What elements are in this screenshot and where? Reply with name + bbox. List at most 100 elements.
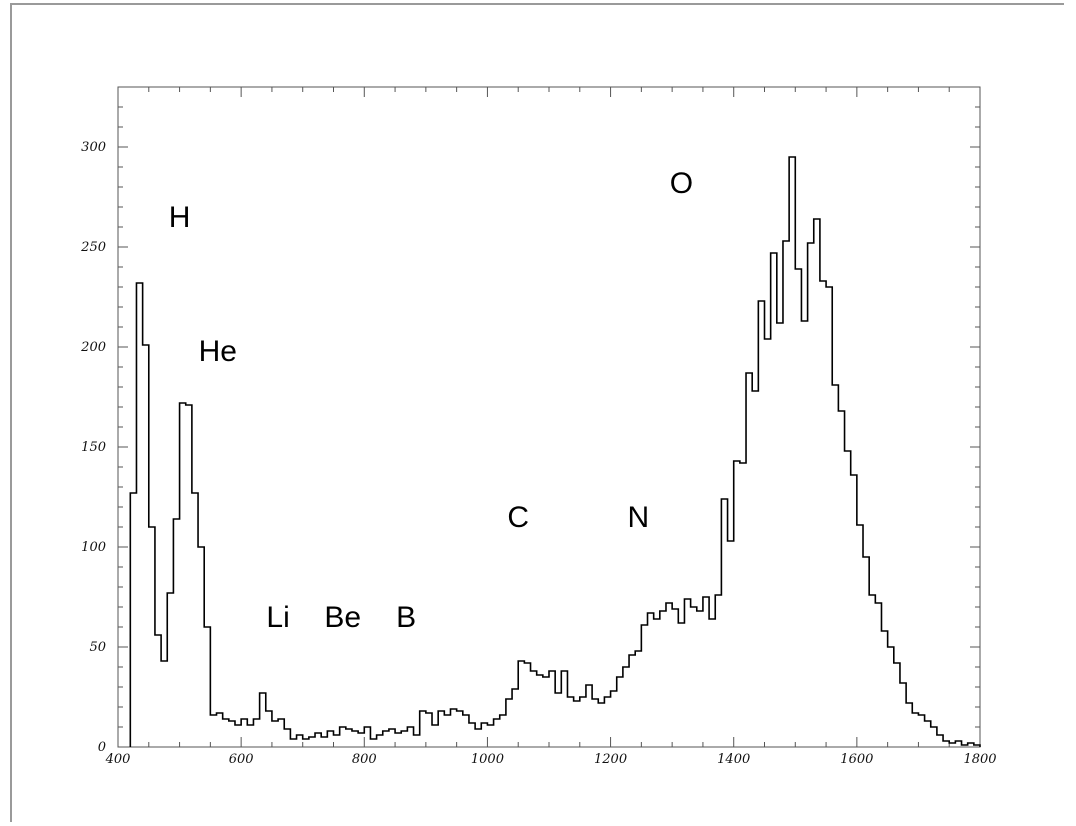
histogram-bin bbox=[580, 697, 586, 747]
histogram-bin bbox=[155, 635, 161, 747]
histogram-bin bbox=[906, 703, 912, 747]
histogram-bin bbox=[629, 655, 635, 747]
x-tick-label: 1000 bbox=[471, 752, 504, 767]
histogram-bin bbox=[857, 525, 863, 747]
y-tick-label: 200 bbox=[80, 340, 106, 355]
histogram-bin bbox=[327, 731, 333, 747]
histogram-bin bbox=[789, 157, 795, 747]
histogram-bin bbox=[900, 683, 906, 747]
histogram-bin bbox=[894, 663, 900, 747]
histogram-bin bbox=[617, 677, 623, 747]
histogram-bin bbox=[377, 735, 383, 747]
x-tick-label: 400 bbox=[105, 752, 131, 767]
histogram-bin bbox=[888, 647, 894, 747]
histogram-bin bbox=[537, 675, 543, 747]
histogram-bin bbox=[808, 243, 814, 747]
histogram-line bbox=[129, 156, 981, 747]
histogram-bin bbox=[931, 727, 937, 747]
histogram-bin bbox=[611, 691, 617, 747]
y-tick-label: 50 bbox=[89, 640, 106, 655]
histogram-bin bbox=[740, 463, 746, 747]
histogram-bin bbox=[851, 475, 857, 747]
histogram-bin bbox=[303, 739, 309, 747]
histogram-bin bbox=[383, 731, 389, 747]
histogram-bin bbox=[765, 339, 771, 747]
histogram-bin bbox=[457, 711, 463, 747]
x-tick-label: 1200 bbox=[594, 752, 627, 767]
histogram-bin bbox=[253, 719, 259, 747]
element-label: H bbox=[169, 201, 191, 234]
histogram-bin bbox=[450, 709, 456, 747]
histogram-bin bbox=[494, 719, 500, 747]
histogram-bin bbox=[949, 743, 955, 747]
histogram-bin bbox=[334, 735, 340, 747]
x-tick-label: 600 bbox=[229, 752, 254, 767]
histogram-bin bbox=[845, 451, 851, 747]
histogram-bin bbox=[820, 281, 826, 747]
histogram-bin bbox=[752, 391, 758, 747]
y-tick-label: 0 bbox=[98, 740, 106, 755]
histogram-bin bbox=[223, 719, 229, 747]
histogram-bin bbox=[881, 631, 887, 747]
histogram-bin bbox=[389, 729, 395, 747]
histogram-bin bbox=[925, 721, 931, 747]
histogram-bin bbox=[358, 733, 364, 747]
x-tick-label: 1400 bbox=[717, 752, 750, 767]
histogram-bin bbox=[715, 595, 721, 747]
histogram-bin bbox=[463, 715, 469, 747]
element-label: N bbox=[627, 501, 649, 534]
histogram-bin bbox=[407, 727, 413, 747]
histogram-bin bbox=[512, 689, 518, 747]
histogram-bin bbox=[549, 671, 555, 747]
y-tick-label: 150 bbox=[81, 440, 106, 455]
histogram-bin bbox=[370, 739, 376, 747]
histogram-bin bbox=[666, 603, 672, 747]
histogram-bin bbox=[801, 321, 807, 747]
histogram-bin bbox=[481, 723, 487, 747]
histogram-bin bbox=[266, 711, 272, 747]
histogram-bin bbox=[518, 661, 524, 747]
histogram-bin bbox=[777, 323, 783, 747]
element-label: B bbox=[396, 601, 416, 634]
histogram-bin bbox=[364, 727, 370, 747]
histogram-bin bbox=[395, 733, 401, 747]
figure-frame bbox=[10, 3, 1064, 822]
histogram-bin bbox=[598, 703, 604, 747]
histogram-bin bbox=[943, 741, 949, 747]
histogram-bin bbox=[143, 345, 149, 747]
histogram-bin bbox=[444, 715, 450, 747]
histogram-bin bbox=[746, 373, 752, 747]
histogram-bin bbox=[734, 461, 740, 747]
element-label: Li bbox=[266, 601, 289, 634]
y-tick-label: 250 bbox=[80, 240, 106, 255]
histogram-bin bbox=[703, 597, 709, 747]
histogram-bin bbox=[660, 611, 666, 747]
histogram-bin bbox=[198, 547, 204, 747]
histogram-bin bbox=[869, 595, 875, 747]
histogram-bin bbox=[506, 699, 512, 747]
histogram-bin bbox=[567, 697, 573, 747]
y-tick-label: 100 bbox=[81, 540, 106, 555]
histogram-bin bbox=[229, 721, 235, 747]
histogram-bin bbox=[832, 385, 838, 747]
histogram-bin bbox=[487, 725, 493, 747]
histogram-bin bbox=[641, 625, 647, 747]
histogram-bin bbox=[863, 557, 869, 747]
histogram-bin bbox=[968, 743, 974, 747]
histogram-bin bbox=[469, 723, 475, 747]
histogram-bin bbox=[204, 627, 210, 747]
element-label: Be bbox=[324, 601, 361, 634]
histogram-bin bbox=[721, 499, 727, 747]
histogram-bin bbox=[524, 663, 530, 747]
histogram-bin bbox=[192, 493, 198, 747]
histogram-bin bbox=[432, 725, 438, 747]
histogram-bin bbox=[420, 711, 426, 747]
histogram-bin bbox=[937, 735, 943, 747]
histogram-bin bbox=[186, 405, 192, 747]
histogram-bin bbox=[260, 693, 266, 747]
histogram-bin bbox=[130, 493, 136, 747]
y-tick-label: 300 bbox=[81, 140, 106, 155]
histogram-bin bbox=[691, 607, 697, 747]
histogram-bin bbox=[309, 737, 315, 747]
